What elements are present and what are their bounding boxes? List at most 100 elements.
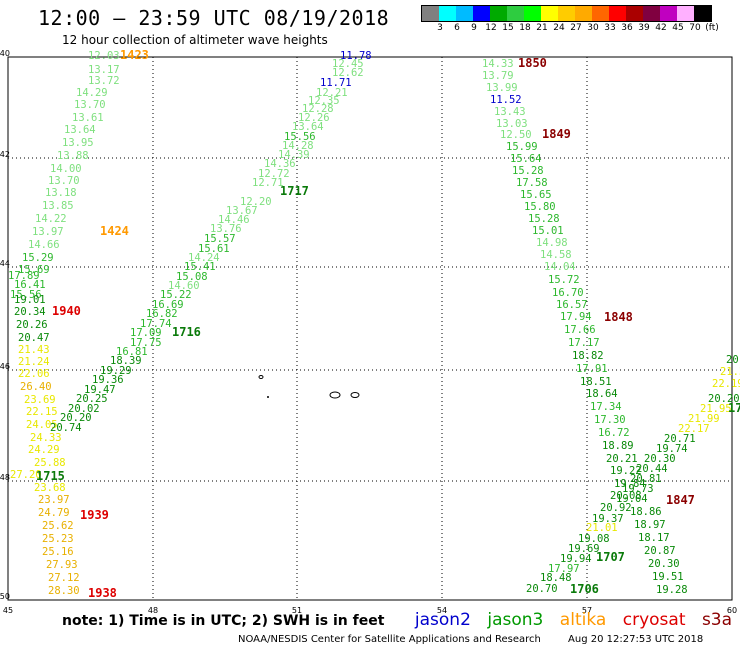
wave-height-value: 20.70 bbox=[526, 583, 558, 595]
colorbar-swatch bbox=[609, 6, 626, 21]
wave-height-value: 18.82 bbox=[572, 350, 604, 362]
colorbar-swatch bbox=[456, 6, 473, 21]
wave-height-value: 16.69 bbox=[152, 299, 184, 311]
wave-height-value: 18.17 bbox=[638, 532, 670, 544]
wave-height-value: 20.34 bbox=[14, 306, 46, 318]
wave-height-value: 20.87 bbox=[644, 545, 676, 557]
colorbar-swatch bbox=[677, 6, 694, 21]
wave-height-value: 13.61 bbox=[72, 112, 104, 124]
wave-height-value: 19.74 bbox=[656, 443, 688, 455]
wave-height-value: 15.72 bbox=[548, 274, 580, 286]
colorbar-label: 36 bbox=[621, 23, 633, 33]
pass-time-label: 1939 bbox=[80, 508, 109, 522]
lon-tick-label: 57 bbox=[582, 606, 592, 615]
wave-height-value: 18.64 bbox=[586, 388, 618, 400]
pass-time-label: 1707 bbox=[596, 550, 625, 564]
wave-height-value: 25.16 bbox=[42, 546, 74, 558]
wave-height-value: 13.97 bbox=[32, 226, 64, 238]
wave-height-value: 11.71 bbox=[320, 77, 352, 89]
wave-height-value: 20.71 bbox=[664, 433, 696, 445]
wave-height-value: 13.64 bbox=[64, 124, 96, 136]
wave-height-value: 21.24 bbox=[18, 356, 50, 368]
wave-height-value: 16.82 bbox=[146, 308, 178, 320]
wave-height-value: 15.57 bbox=[204, 233, 236, 245]
lon-tick-label: 60 bbox=[727, 606, 737, 615]
wave-height-value: 12.72 bbox=[258, 168, 290, 180]
pass-time-label: 1849 bbox=[542, 127, 571, 141]
wave-height-value: 23.97 bbox=[38, 494, 70, 506]
credits: NOAA/NESDIS Center for Satellite Applica… bbox=[238, 634, 703, 645]
pass-time-label: 1423 bbox=[120, 48, 149, 62]
colorbar-swatch bbox=[439, 6, 456, 21]
wave-height-value: 13.99 bbox=[486, 82, 518, 94]
wave-height-value: 17.30 bbox=[594, 414, 626, 426]
wave-height-value: 15.65 bbox=[520, 189, 552, 201]
wave-height-value: 18.89 bbox=[602, 440, 634, 452]
wave-height-value: 27.20 bbox=[10, 469, 42, 481]
wave-height-value: 12.45 bbox=[332, 58, 364, 70]
wave-height-value: 15.99 bbox=[506, 141, 538, 153]
pass-time-label: 17 bbox=[728, 401, 740, 415]
wave-height-value: 14.04 bbox=[544, 261, 576, 273]
wave-height-value: 19.37 bbox=[592, 513, 624, 525]
colorbar-swatch bbox=[575, 6, 592, 21]
wave-height-value: 13.67 bbox=[226, 205, 258, 217]
wave-height-value: 15.29 bbox=[22, 252, 54, 264]
wave-height-value: 17.94 bbox=[560, 311, 592, 323]
wave-height-value: 20.47 bbox=[18, 332, 50, 344]
colorbar-label: 42 bbox=[655, 23, 667, 33]
wave-height-value: 12.50 bbox=[500, 129, 532, 141]
colorbar-label: 24 bbox=[553, 23, 565, 33]
pass-time-label: 1940 bbox=[52, 304, 81, 318]
wave-height-value: 14.58 bbox=[540, 249, 572, 261]
colorbar-swatch bbox=[507, 6, 524, 21]
wave-height-value: 20.81 bbox=[630, 473, 662, 485]
colorbar-swatch bbox=[422, 6, 439, 21]
wave-height-value: 17.66 bbox=[564, 324, 596, 336]
colorbar-swatch bbox=[473, 6, 490, 21]
pass-time-label: 1717 bbox=[280, 184, 309, 198]
colorbar-label: 6 bbox=[454, 23, 460, 33]
lat-tick-label: -46 bbox=[0, 362, 10, 371]
colorbar-swatch bbox=[490, 6, 507, 21]
colorbar-label: 70 bbox=[689, 23, 701, 33]
wave-height-value: 14.98 bbox=[536, 237, 568, 249]
wave-height-value: 18.97 bbox=[634, 519, 666, 531]
wave-height-value: 12.71 bbox=[252, 177, 284, 189]
wave-height-value: 17.97 bbox=[548, 563, 580, 575]
wave-height-value: 17.34 bbox=[590, 401, 622, 413]
wave-height-value: 12.20 bbox=[240, 196, 272, 208]
wave-height-value: 14.39 bbox=[278, 149, 310, 161]
legend-jason3: jason3 bbox=[487, 610, 544, 630]
wave-height-value: 14.46 bbox=[218, 214, 250, 226]
wave-height-value: 16.70 bbox=[552, 287, 584, 299]
wave-height-value: 18.51 bbox=[580, 376, 612, 388]
wave-height-value: 19.47 bbox=[84, 384, 116, 396]
wave-height-value: 24.79 bbox=[38, 507, 70, 519]
wave-height-value: 15.80 bbox=[524, 201, 556, 213]
lat-tick-label: -48 bbox=[0, 473, 10, 482]
wave-height-value: 22.17 bbox=[678, 423, 710, 435]
wave-height-value: 20.26 bbox=[16, 319, 48, 331]
lat-tick-label: -40 bbox=[0, 49, 10, 58]
wave-height-value: 25.23 bbox=[42, 533, 74, 545]
wave-height-value: 14.33 bbox=[482, 58, 514, 70]
wave-height-value: 24.33 bbox=[30, 432, 62, 444]
wave-height-value: 21.43 bbox=[18, 344, 50, 356]
wave-height-value: 15.28 bbox=[528, 213, 560, 225]
wave-height-value: 20.44 bbox=[636, 463, 668, 475]
island-shape bbox=[267, 396, 269, 398]
wave-height-value: 13.70 bbox=[48, 175, 80, 187]
wave-height-value: 19.69 bbox=[568, 543, 600, 555]
wave-height-value: 14.29 bbox=[76, 87, 108, 99]
wave-height-value: 15.28 bbox=[512, 165, 544, 177]
wave-height-value: 15.56 bbox=[10, 289, 42, 301]
colorbar-label: 18 bbox=[519, 23, 531, 33]
wave-height-value: 15.01 bbox=[532, 225, 564, 237]
colorbar-swatch bbox=[660, 6, 677, 21]
lon-tick-label: 51 bbox=[292, 606, 302, 615]
wave-height-value: 13.85 bbox=[42, 200, 74, 212]
legend-note: note: 1) Time is in UTC; 2) SWH is in fe… bbox=[62, 613, 385, 629]
colorbar-label: 9 bbox=[471, 23, 477, 33]
